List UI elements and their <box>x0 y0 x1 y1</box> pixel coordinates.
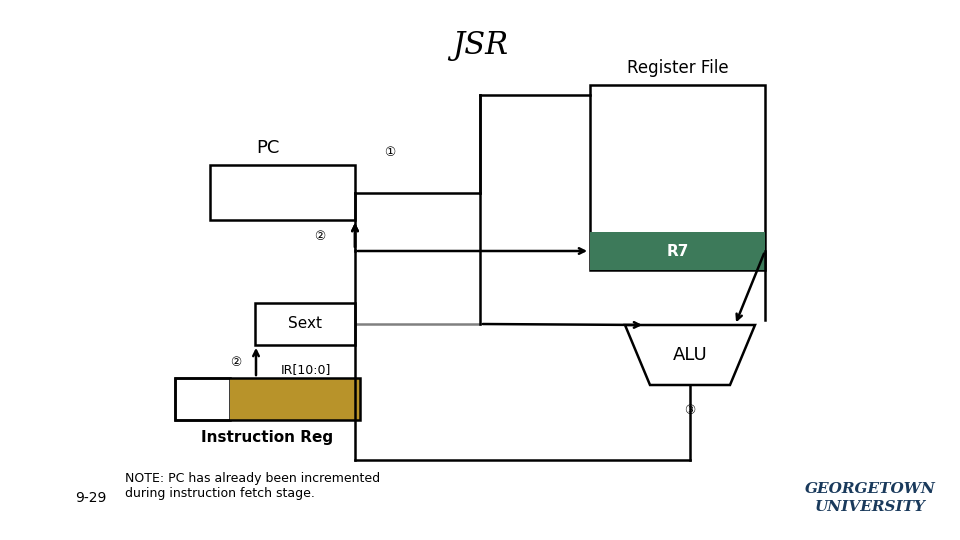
Text: ②: ② <box>230 356 242 369</box>
Text: Sext: Sext <box>288 316 322 332</box>
Text: Instruction Reg: Instruction Reg <box>202 430 333 445</box>
Bar <box>230 378 360 420</box>
Text: ①: ① <box>384 146 396 159</box>
Bar <box>255 303 355 345</box>
Bar <box>590 232 765 270</box>
Text: PC: PC <box>256 139 279 157</box>
Text: IR[10:0]: IR[10:0] <box>281 363 331 376</box>
Bar <box>590 85 765 270</box>
Bar <box>175 378 360 420</box>
Text: R7: R7 <box>666 244 688 259</box>
Bar <box>210 165 355 220</box>
Text: ③: ③ <box>684 403 696 416</box>
Text: 9-29: 9-29 <box>75 491 107 505</box>
Text: NOTE: PC has already been incremented: NOTE: PC has already been incremented <box>125 472 380 485</box>
Text: ALU: ALU <box>673 346 708 364</box>
Text: during instruction fetch stage.: during instruction fetch stage. <box>125 487 315 500</box>
Text: GEORGETOWN
UNIVERSITY: GEORGETOWN UNIVERSITY <box>804 482 935 514</box>
Text: ②: ② <box>314 230 325 242</box>
Text: JSR: JSR <box>452 30 508 61</box>
Polygon shape <box>625 325 755 385</box>
Bar <box>175 378 230 420</box>
Text: Register File: Register File <box>627 59 729 77</box>
